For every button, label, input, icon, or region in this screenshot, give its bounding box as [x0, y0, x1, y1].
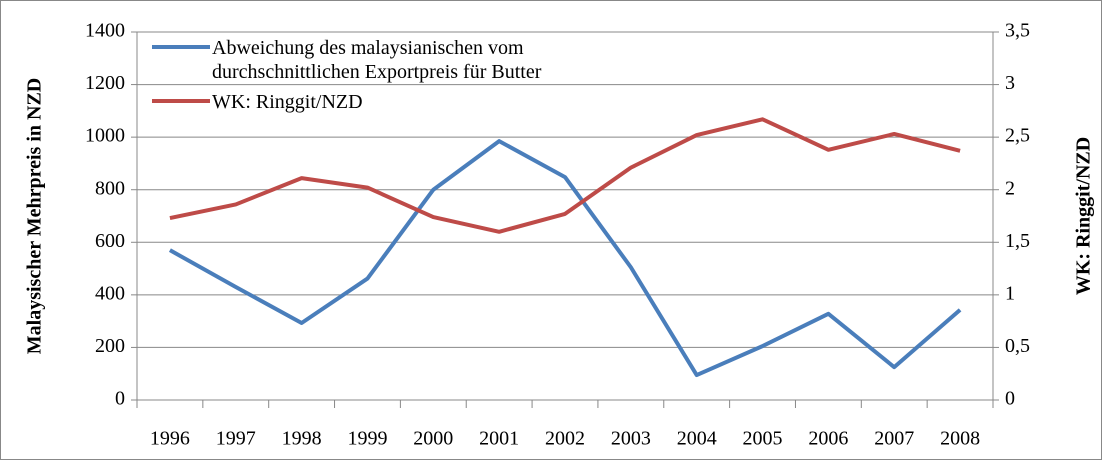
x-tick-label: 1997	[216, 428, 256, 450]
y-tick-label: 1200	[85, 72, 125, 94]
x-tick-label: 1996	[150, 428, 190, 450]
y-tick-label: 1000	[85, 125, 125, 147]
y-tick-label: 1400	[85, 20, 125, 42]
x-tick-label: 2005	[743, 428, 783, 450]
y2-tick-label: 0	[1005, 388, 1015, 410]
x-tick-label: 1999	[347, 428, 387, 450]
y-tick-label: 200	[95, 335, 125, 357]
x-tick-label: 2007	[874, 428, 914, 450]
x-tick-label: 2000	[413, 428, 453, 450]
y-tick-label: 800	[95, 177, 125, 199]
y-axis-title: Malaysischer Mehrpreis in NZD	[24, 78, 46, 354]
x-tick-label: 2008	[940, 428, 980, 450]
legend-label: WK: Ringgit/NZD	[212, 91, 363, 113]
y2-tick-label: 3	[1005, 72, 1015, 94]
y2-tick-label: 1	[1005, 282, 1015, 304]
y2-tick-label: 2,5	[1005, 125, 1030, 147]
x-tick-label: 1998	[282, 428, 322, 450]
data-line	[168, 139, 962, 378]
y2-tick-label: 1,5	[1005, 230, 1030, 252]
y-tick-label: 600	[95, 230, 125, 252]
legend-label: Abweichung des malaysianischen vom durch…	[212, 37, 542, 83]
x-tick-label: 2004	[677, 428, 717, 450]
x-tick-label: 2006	[808, 428, 848, 450]
x-tick-label: 2002	[545, 428, 585, 450]
y-tick-label: 0	[115, 388, 125, 410]
x-tick-label: 2001	[479, 428, 519, 450]
y2-tick-label: 2	[1005, 177, 1015, 199]
y2-axis-title: WK: Ringgit/NZD	[1073, 137, 1095, 295]
y-tick-label: 400	[95, 282, 125, 304]
x-tick-label: 2003	[611, 428, 651, 450]
y2-tick-label: 0,5	[1005, 335, 1030, 357]
y2-tick-label: 3,5	[1005, 20, 1030, 42]
data-line	[169, 117, 961, 234]
